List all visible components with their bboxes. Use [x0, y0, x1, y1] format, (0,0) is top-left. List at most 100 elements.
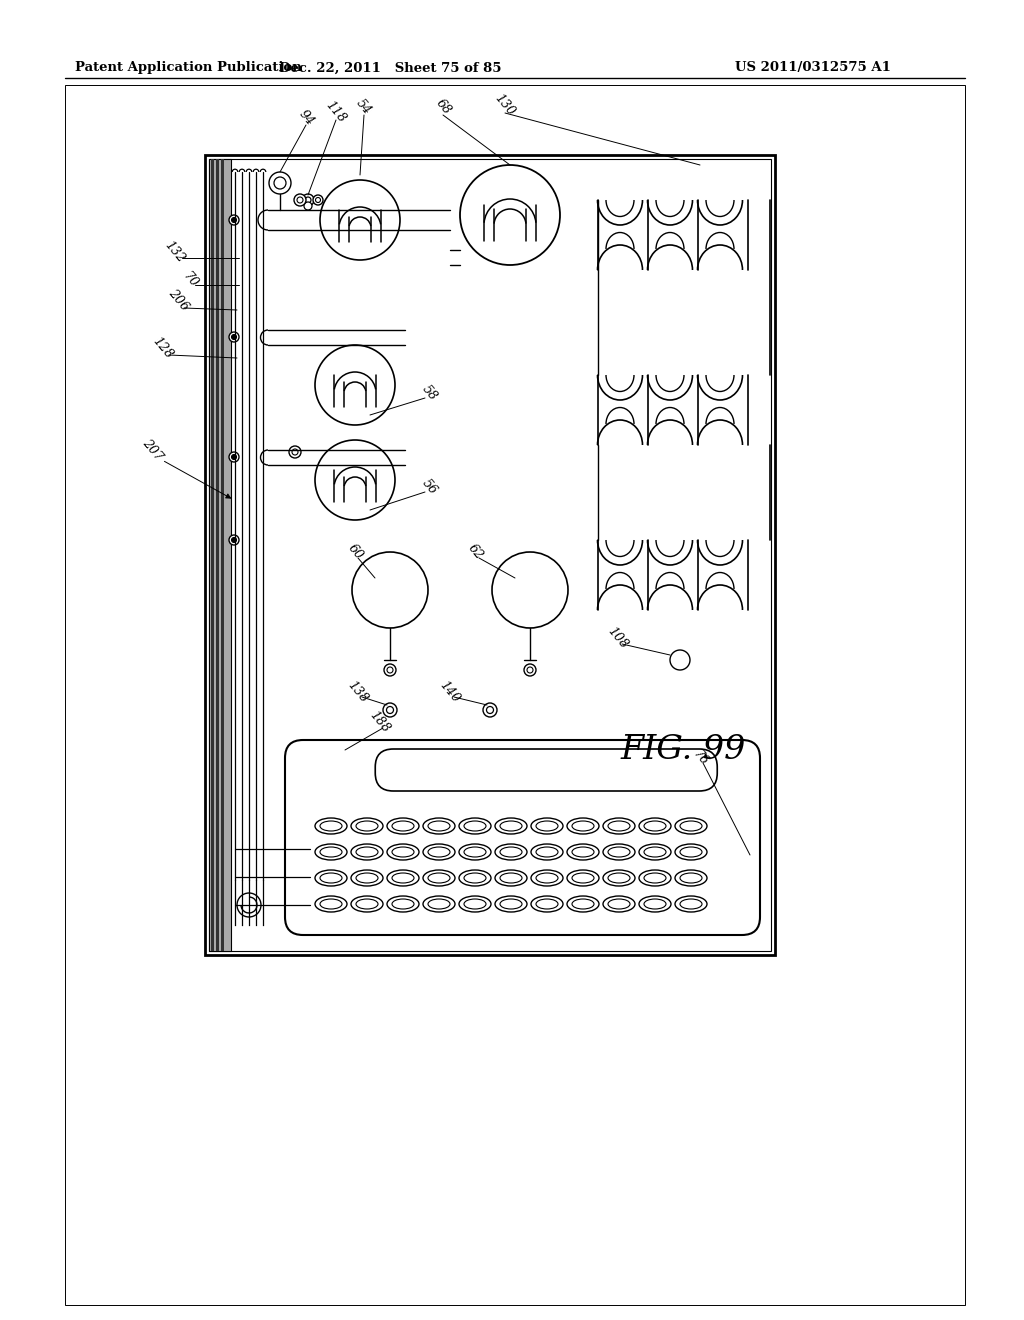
Ellipse shape [387, 870, 419, 886]
Ellipse shape [464, 847, 486, 857]
Ellipse shape [644, 899, 666, 909]
Ellipse shape [356, 847, 378, 857]
Circle shape [387, 667, 393, 673]
Ellipse shape [500, 821, 522, 832]
Ellipse shape [572, 847, 594, 857]
Ellipse shape [464, 899, 486, 909]
Ellipse shape [680, 899, 702, 909]
Ellipse shape [531, 843, 563, 861]
Circle shape [383, 704, 397, 717]
Ellipse shape [387, 896, 419, 912]
Ellipse shape [356, 821, 378, 832]
Text: 62: 62 [465, 541, 485, 562]
Ellipse shape [644, 847, 666, 857]
Text: 207: 207 [139, 437, 165, 463]
Ellipse shape [428, 847, 450, 857]
Ellipse shape [351, 896, 383, 912]
Ellipse shape [531, 896, 563, 912]
Ellipse shape [423, 843, 455, 861]
Bar [65, 84, 965, 1305]
Ellipse shape [680, 847, 702, 857]
Circle shape [313, 195, 323, 205]
Ellipse shape [428, 821, 450, 832]
Text: 118: 118 [324, 99, 349, 125]
Text: 76: 76 [690, 747, 710, 768]
Ellipse shape [639, 818, 671, 834]
Text: 138: 138 [345, 678, 371, 705]
Ellipse shape [315, 896, 347, 912]
Ellipse shape [392, 873, 414, 883]
Ellipse shape [603, 896, 635, 912]
Ellipse shape [531, 870, 563, 886]
Text: 140: 140 [437, 678, 463, 705]
Text: Patent Application Publication: Patent Application Publication [75, 62, 302, 74]
Circle shape [304, 202, 312, 210]
Ellipse shape [495, 896, 527, 912]
Ellipse shape [392, 899, 414, 909]
Ellipse shape [639, 870, 671, 886]
Ellipse shape [567, 896, 599, 912]
Circle shape [305, 197, 311, 203]
Circle shape [289, 446, 301, 458]
Circle shape [231, 537, 237, 543]
Ellipse shape [536, 821, 558, 832]
Ellipse shape [387, 818, 419, 834]
Ellipse shape [392, 821, 414, 832]
Ellipse shape [608, 873, 630, 883]
Ellipse shape [356, 899, 378, 909]
Text: 128: 128 [151, 335, 176, 362]
Ellipse shape [644, 873, 666, 883]
Ellipse shape [315, 870, 347, 886]
Bar [209, 158, 231, 950]
Text: 188: 188 [368, 709, 392, 735]
Ellipse shape [387, 843, 419, 861]
Text: 206: 206 [165, 286, 190, 313]
Ellipse shape [639, 896, 671, 912]
Text: 58: 58 [420, 383, 440, 404]
Circle shape [292, 449, 298, 455]
Ellipse shape [392, 847, 414, 857]
Circle shape [384, 664, 396, 676]
Circle shape [486, 706, 494, 714]
Ellipse shape [536, 899, 558, 909]
Circle shape [294, 194, 306, 206]
Circle shape [229, 535, 239, 545]
Circle shape [460, 165, 560, 265]
Ellipse shape [495, 818, 527, 834]
Ellipse shape [680, 821, 702, 832]
Ellipse shape [675, 896, 707, 912]
Ellipse shape [423, 870, 455, 886]
Circle shape [527, 667, 534, 673]
Ellipse shape [644, 821, 666, 832]
Ellipse shape [459, 870, 490, 886]
Text: 108: 108 [605, 624, 631, 651]
Text: 130: 130 [493, 91, 518, 119]
Ellipse shape [319, 873, 342, 883]
Circle shape [297, 197, 303, 203]
Text: 68: 68 [433, 96, 454, 117]
Circle shape [274, 177, 286, 189]
Bar [205, 154, 775, 954]
Ellipse shape [608, 821, 630, 832]
Ellipse shape [639, 843, 671, 861]
Ellipse shape [495, 870, 527, 886]
Circle shape [231, 334, 237, 339]
Ellipse shape [459, 818, 490, 834]
Circle shape [315, 345, 395, 425]
Circle shape [269, 172, 291, 194]
Ellipse shape [603, 818, 635, 834]
Ellipse shape [572, 899, 594, 909]
Text: 70: 70 [180, 269, 200, 290]
Circle shape [231, 218, 237, 223]
Circle shape [229, 215, 239, 224]
Ellipse shape [428, 899, 450, 909]
Ellipse shape [500, 899, 522, 909]
Text: 94: 94 [296, 108, 316, 128]
Ellipse shape [315, 818, 347, 834]
Ellipse shape [531, 818, 563, 834]
Ellipse shape [464, 821, 486, 832]
Ellipse shape [423, 896, 455, 912]
Ellipse shape [675, 843, 707, 861]
Circle shape [229, 333, 239, 342]
Ellipse shape [315, 843, 347, 861]
